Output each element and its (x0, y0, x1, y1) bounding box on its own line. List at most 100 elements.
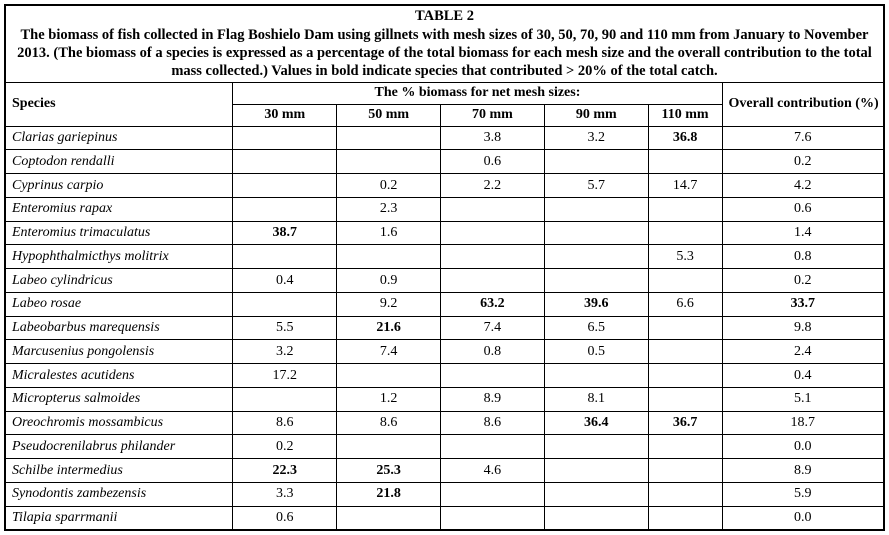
biomass-value: 2.3 (336, 196, 442, 222)
column-header-species: Species (4, 81, 234, 127)
biomass-value (232, 196, 338, 222)
biomass-value (647, 386, 723, 412)
table-row: Micralestes acutidens 17.2 0.4 (4, 363, 885, 388)
biomass-value: 36.4 (543, 410, 649, 436)
overall-contribution-value: 0.2 (721, 268, 885, 293)
biomass-value (647, 434, 723, 459)
biomass-value: 0.6 (440, 149, 545, 174)
overall-contribution-value: 0.4 (721, 363, 885, 388)
overall-contribution-value: 1.4 (721, 220, 885, 246)
biomass-value: 8.6 (440, 410, 545, 436)
overall-contribution-value: 0.2 (721, 149, 885, 174)
table-caption: The biomass of fish collected in Flag Bo… (17, 27, 872, 80)
biomass-value (543, 268, 649, 293)
overall-contribution-value: 0.0 (721, 505, 885, 531)
biomass-value (232, 386, 338, 412)
biomass-value: 9.2 (336, 291, 442, 317)
biomass-value: 8.9 (440, 386, 545, 412)
biomass-value (440, 505, 545, 531)
biomass-value: 8.6 (336, 410, 442, 436)
biomass-value: 7.4 (440, 315, 545, 341)
table-row: Enteromius rapax 2.3 0.6 (4, 196, 885, 222)
biomass-value (440, 220, 545, 246)
table-row: Labeo cylindricus 0.4 0.9 0.2 (4, 268, 885, 293)
table-row: Schilbe intermedius 22.3 25.3 4.6 8.9 (4, 458, 885, 483)
biomass-value: 3.2 (543, 125, 649, 151)
overall-contribution-value: 9.8 (721, 315, 885, 341)
table-row: Labeobarbus marequensis 5.5 21.6 7.4 6.5 9.8 (4, 315, 885, 341)
table-row: Marcusenius pongolensis 3.2 7.4 0.8 0.5 2.4 (4, 339, 885, 364)
biomass-value (647, 268, 723, 293)
biomass-value (440, 363, 545, 388)
biomass-value (336, 125, 442, 151)
biomass-value (440, 434, 545, 459)
column-header-mesh-size: 90 mm (543, 103, 649, 127)
biomass-value: 3.2 (232, 339, 338, 364)
biomass-value: 3.3 (232, 481, 338, 507)
biomass-value (647, 505, 723, 531)
overall-contribution-value: 5.9 (721, 481, 885, 507)
overall-contribution-value: 2.4 (721, 339, 885, 364)
biomass-value: 36.7 (647, 410, 723, 436)
biomass-value: 36.8 (647, 125, 723, 151)
species-name: Schilbe intermedius (4, 458, 234, 483)
biomass-value: 25.3 (336, 458, 442, 483)
column-header-mesh-size: 50 mm (336, 103, 442, 127)
species-name: Hypophthalmicthys molitrix (4, 244, 234, 269)
table-row: Micropterus salmoides 1.2 8.9 8.1 5.1 (4, 386, 885, 412)
biomass-value (336, 434, 442, 459)
table-row: Oreochromis mossambicus 8.6 8.6 8.6 36.4 36.7… (4, 410, 885, 436)
biomass-value: 1.2 (336, 386, 442, 412)
biomass-value: 3.8 (440, 125, 545, 151)
biomass-value: 1.6 (336, 220, 442, 246)
biomass-table: TABLE 2 The biomass of fish collected in… (4, 4, 885, 531)
species-name: Pseudocrenilabrus philander (4, 434, 234, 459)
overall-contribution-value: 0.6 (721, 196, 885, 222)
overall-contribution-value: 7.6 (721, 125, 885, 151)
table-row: Clarias gariepinus 3.8 3.2 36.8 7.6 (4, 125, 885, 151)
table-title: TABLE 2 (415, 8, 474, 24)
biomass-value: 22.3 (232, 458, 338, 483)
table-caption-block: TABLE 2 The biomass of fish collected in… (4, 4, 885, 83)
biomass-value (543, 458, 649, 483)
biomass-value (647, 458, 723, 483)
biomass-value: 0.5 (543, 339, 649, 364)
header-row-group: Species The % biomass for net mesh sizes… (4, 81, 885, 127)
biomass-value: 39.6 (543, 291, 649, 317)
species-name: Cyprinus carpio (4, 173, 234, 198)
biomass-value: 2.2 (440, 173, 545, 198)
overall-contribution-value: 5.1 (721, 386, 885, 412)
biomass-value: 17.2 (232, 363, 338, 388)
biomass-value: 0.4 (232, 268, 338, 293)
biomass-value (543, 149, 649, 174)
overall-contribution-value: 4.2 (721, 173, 885, 198)
species-name: Labeobarbus marequensis (4, 315, 234, 341)
table-row: Tilapia sparrmanii 0.6 0.0 (4, 505, 885, 531)
species-name: Enteromius rapax (4, 196, 234, 222)
biomass-value (336, 149, 442, 174)
species-name: Labeo rosae (4, 291, 234, 317)
overall-contribution-value: 18.7 (721, 410, 885, 436)
caption-row: TABLE 2 The biomass of fish collected in… (4, 4, 885, 83)
biomass-value: 7.4 (336, 339, 442, 364)
species-name: Clarias gariepinus (4, 125, 234, 151)
biomass-value (543, 196, 649, 222)
biomass-value: 38.7 (232, 220, 338, 246)
overall-contribution-value: 8.9 (721, 458, 885, 483)
biomass-value: 6.5 (543, 315, 649, 341)
biomass-value (647, 363, 723, 388)
biomass-value (543, 505, 649, 531)
overall-contribution-value: 0.0 (721, 434, 885, 459)
overall-contribution-value: 33.7 (721, 291, 885, 317)
biomass-value: 0.2 (336, 173, 442, 198)
column-header-overall-contribution: Overall contribution (%) (721, 81, 885, 127)
species-name: Tilapia sparrmanii (4, 505, 234, 531)
table-row: Hypophthalmicthys molitrix 5.3 0.8 (4, 244, 885, 269)
biomass-value (647, 149, 723, 174)
biomass-value: 14.7 (647, 173, 723, 198)
biomass-value (440, 196, 545, 222)
overall-contribution-value: 0.8 (721, 244, 885, 269)
biomass-value (440, 481, 545, 507)
species-name: Coptodon rendalli (4, 149, 234, 174)
table-row: Labeo rosae 9.2 63.2 39.6 6.6 33.7 (4, 291, 885, 317)
